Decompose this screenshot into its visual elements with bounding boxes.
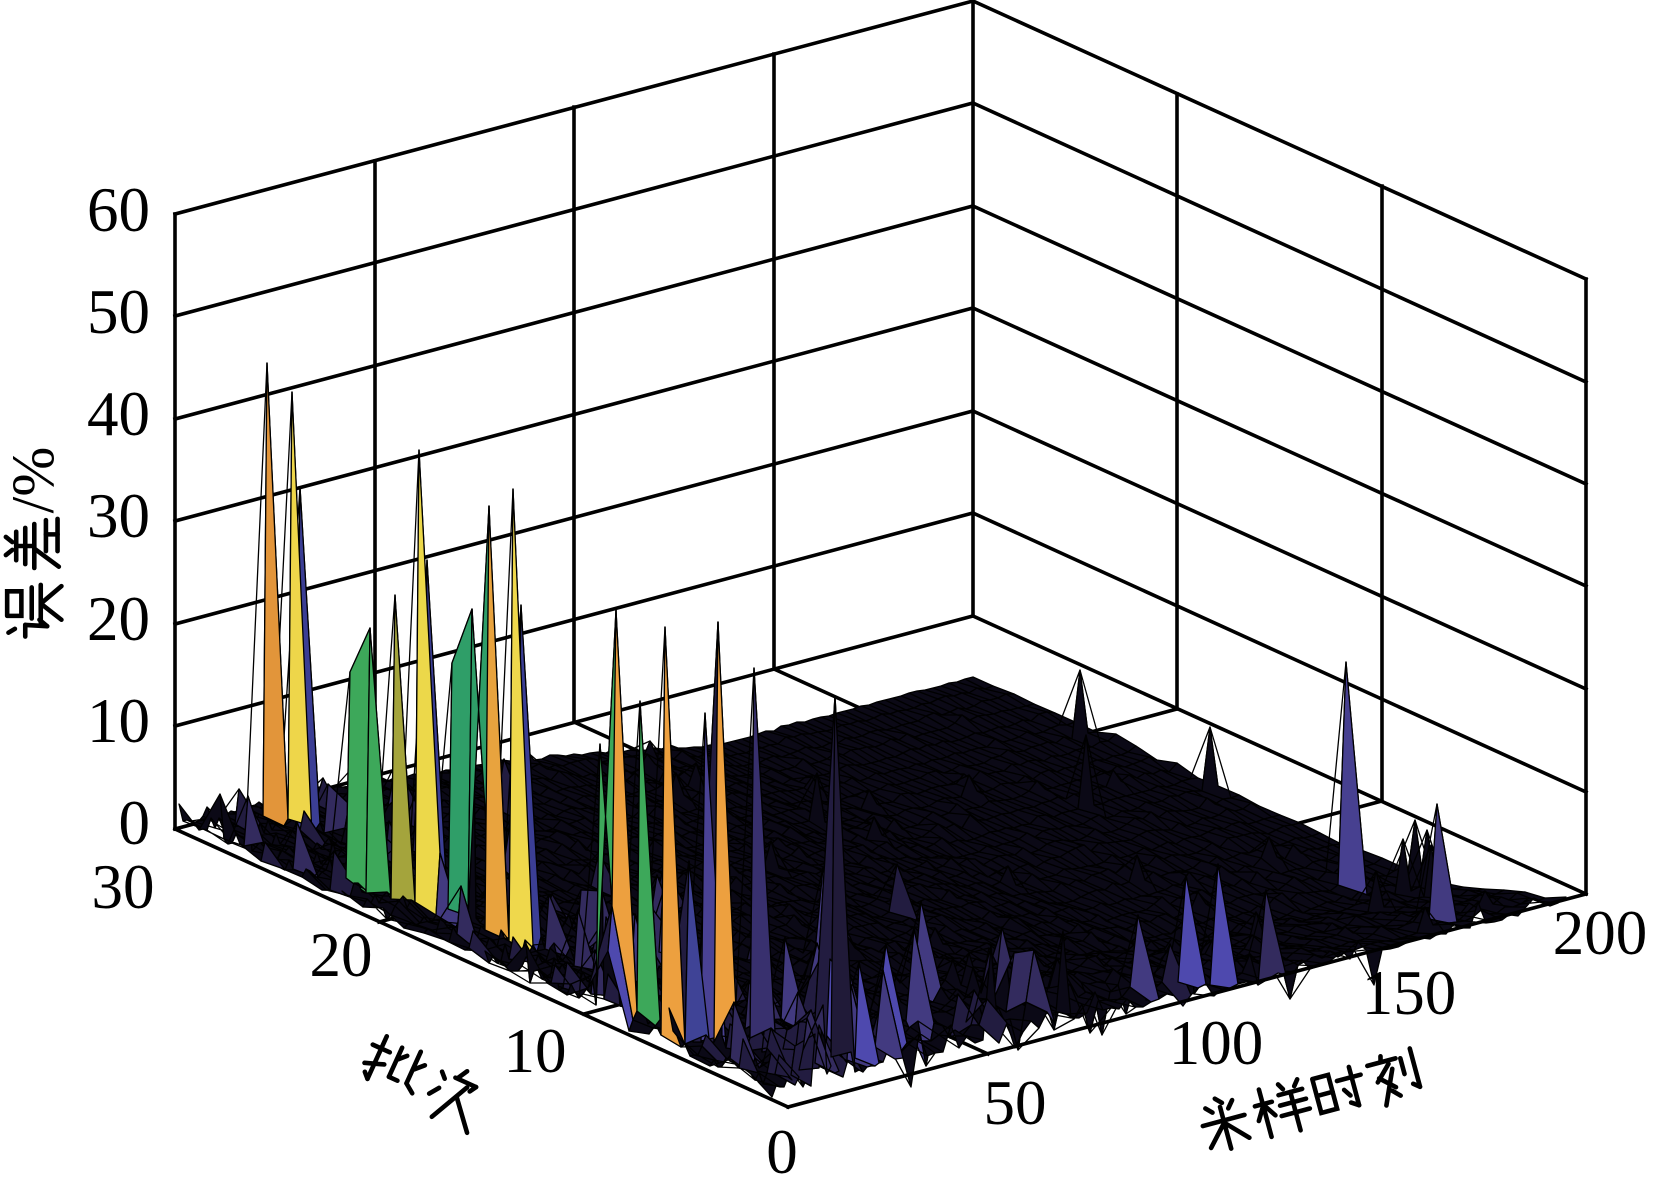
svg-text:20: 20 [87,584,150,654]
svg-text:50: 50 [984,1068,1047,1138]
svg-text:10: 10 [504,1016,567,1086]
svg-text:50: 50 [87,277,150,347]
svg-text:20: 20 [310,920,373,990]
svg-text:100: 100 [1169,1008,1264,1078]
svg-text:150: 150 [1362,958,1457,1028]
svg-text:/%: /% [0,447,66,514]
svg-text:0: 0 [119,788,151,858]
svg-text:30: 30 [87,481,150,551]
svg-text:0: 0 [766,1117,798,1187]
svg-text:40: 40 [87,379,150,449]
svg-text:60: 60 [87,175,150,245]
svg-text:30: 30 [92,852,155,922]
svg-text:200: 200 [1553,898,1648,968]
svg-text:10: 10 [87,686,150,756]
